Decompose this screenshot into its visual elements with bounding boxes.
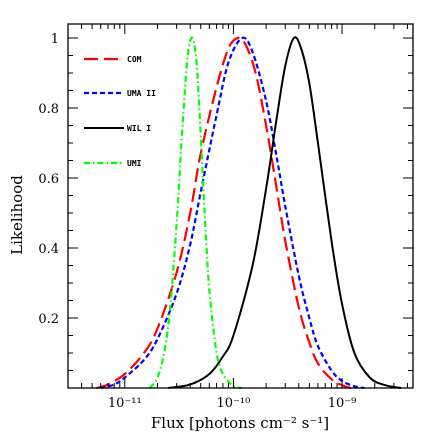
legend: COM UMA II WIL I UMI [84,55,156,168]
series-curves [96,36,402,390]
x-tick-label: 10⁻¹⁰ [217,396,251,411]
legend-label-2: WIL I [127,124,151,133]
y-tick-label: 0.4 [38,242,59,257]
series-line-1 [100,36,365,390]
legend-label-1: UMA II [127,89,156,98]
series-line-2 [167,36,402,389]
legend-label-0: COM [127,55,142,64]
x-tick-label: 10⁻¹¹ [108,396,142,411]
plot-frame [67,23,414,389]
legend-label-3: UMI [127,159,142,168]
y-tick-label: 0.8 [38,102,59,117]
y-tick-label: 0.6 [38,172,59,187]
y-axis-label: Likelihood [8,175,26,255]
axis-ticks [67,24,413,388]
y-tick-label: 1 [51,32,59,47]
x-tick-label: 10⁻⁹ [328,396,357,411]
tick-labels: 10⁻¹¹ 10⁻¹⁰ 10⁻⁹ 0.2 0.4 0.6 0.8 1 [38,32,356,411]
series-line-3 [148,36,243,390]
series-line-0 [96,36,351,390]
x-axis-label: Flux [photons cm⁻² s⁻¹] [151,414,329,432]
y-tick-label: 0.2 [38,312,59,327]
